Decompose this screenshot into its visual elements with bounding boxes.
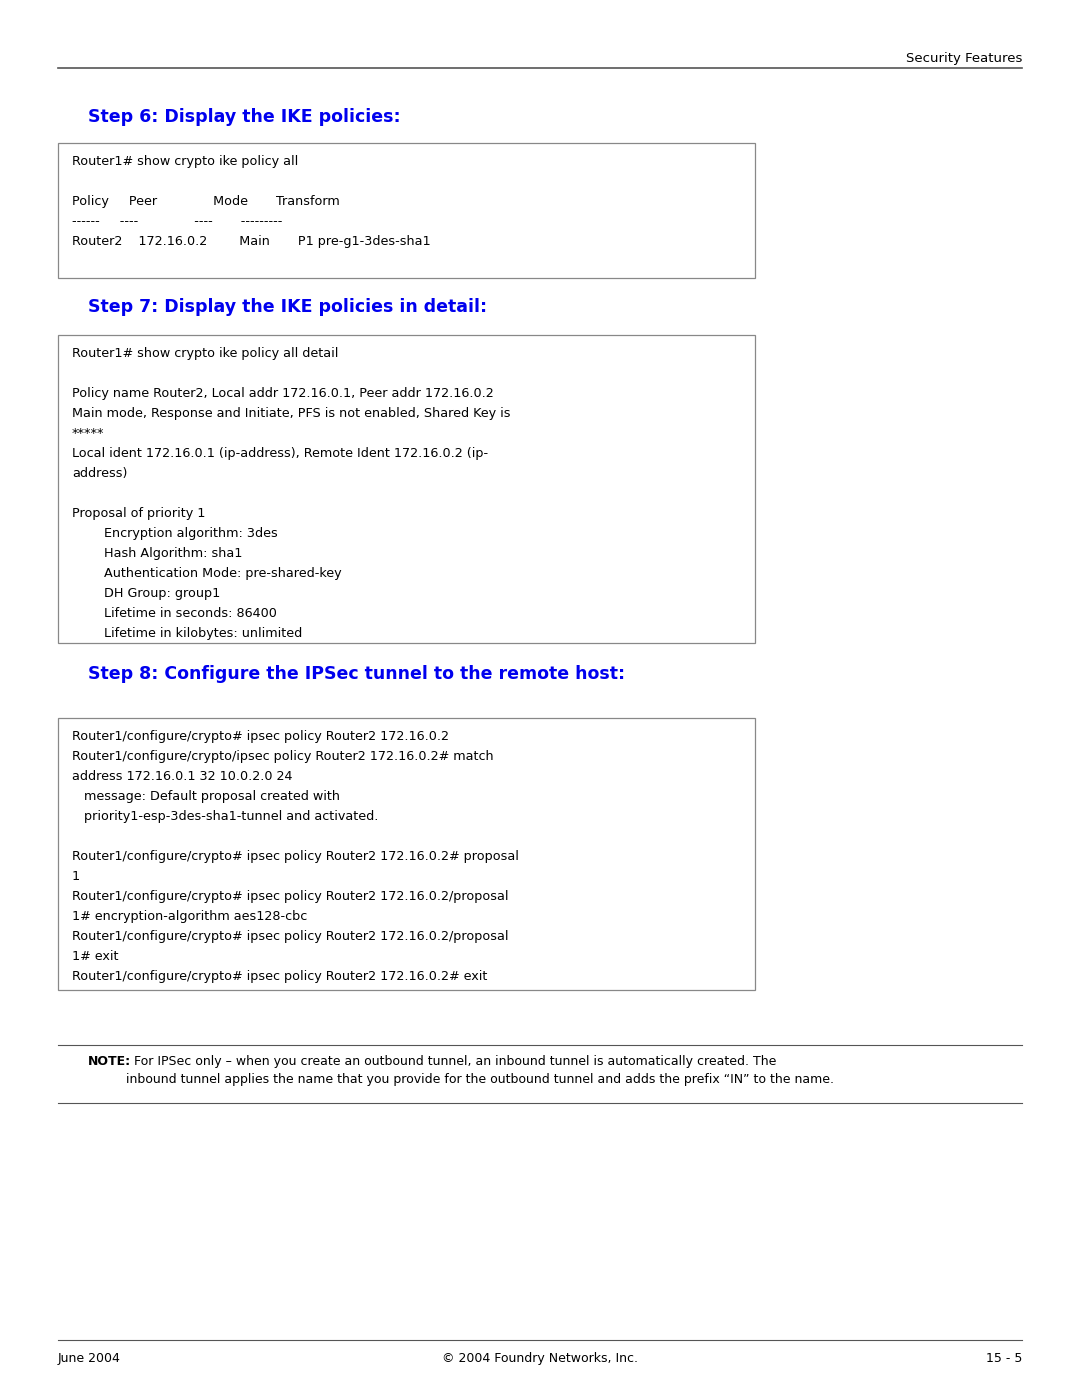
Text: Router1# show crypto ike policy all

Policy     Peer              Mode       Tra: Router1# show crypto ike policy all Poli… bbox=[72, 155, 431, 249]
Text: June 2004: June 2004 bbox=[58, 1352, 121, 1365]
Text: NOTE:: NOTE: bbox=[87, 1055, 131, 1067]
Text: Step 7: Display the IKE policies in detail:: Step 7: Display the IKE policies in deta… bbox=[87, 298, 487, 316]
Text: © 2004 Foundry Networks, Inc.: © 2004 Foundry Networks, Inc. bbox=[442, 1352, 638, 1365]
Text: Step 8: Configure the IPSec tunnel to the remote host:: Step 8: Configure the IPSec tunnel to th… bbox=[87, 665, 625, 683]
Text: For IPSec only – when you create an outbound tunnel, an inbound tunnel is automa: For IPSec only – when you create an outb… bbox=[126, 1055, 834, 1085]
Bar bbox=[58, 335, 755, 643]
Text: 15 - 5: 15 - 5 bbox=[986, 1352, 1022, 1365]
Bar bbox=[58, 142, 755, 278]
Text: Step 6: Display the IKE policies:: Step 6: Display the IKE policies: bbox=[87, 108, 401, 126]
Text: Router1# show crypto ike policy all detail

Policy name Router2, Local addr 172.: Router1# show crypto ike policy all deta… bbox=[72, 346, 511, 640]
Text: Router1/configure/crypto# ipsec policy Router2 172.16.0.2
Router1/configure/cryp: Router1/configure/crypto# ipsec policy R… bbox=[72, 731, 518, 983]
Text: Security Features: Security Features bbox=[906, 52, 1022, 66]
Bar bbox=[58, 718, 755, 990]
